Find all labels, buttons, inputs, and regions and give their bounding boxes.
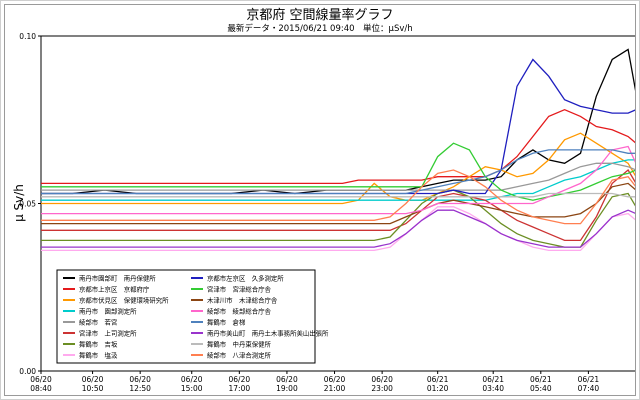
legend-label: 綾部市 綾部総合庁舎 [207,306,272,315]
legend-label: 綾部市 八津合測定所 [207,350,272,359]
x-tick-time: 03:40 [482,384,504,393]
x-tick-time: 17:00 [229,384,251,393]
legend-label: 南丹市 園部測定所 [79,306,137,315]
series-line-13 [41,149,636,195]
y-tick-label: 0.00 [19,367,36,376]
series-line-4 [41,159,636,201]
chart-title: 京都府 空間線量率グラフ [246,7,393,23]
legend-box [56,269,316,364]
x-tick-date: 06/20 [181,375,203,384]
x-tick-time: 05:40 [530,384,552,393]
x-tick-date: 06/20 [30,375,52,384]
legend-label: 舞鶴市 中丹東保健所 [207,339,272,348]
series-line-2 [41,108,637,185]
legend-label: 宮津市 宮津総合庁舎 [207,284,272,293]
legend-label: 京都市上京区 京都府庁 [79,284,150,293]
series-line-16 [41,169,637,225]
x-tick-time: 10:50 [82,384,104,393]
x-tick-date: 06/20 [371,375,393,384]
axis-layer: 0.000.050.1006/2008:4006/2010:5006/2012:… [19,32,599,393]
y-tick-label: 0.05 [19,200,36,209]
legend-label: 宮津市 上司測定所 [79,328,137,337]
x-tick-date: 06/21 [427,375,449,384]
legend-label: 南丹市園部町 南丹保健所 [79,273,156,282]
series-line-6 [41,169,637,242]
x-tick-date: 06/20 [229,375,251,384]
chart-subtitle: 最新データ・2015/06/21 09:40 単位：μSv/h [227,23,412,34]
legend-label: 舞鶴市 吉坂 [79,339,118,348]
series-line-12 [41,145,637,215]
y-tick-label: 0.10 [19,32,36,41]
series-layer [41,48,637,252]
x-tick-time: 07:40 [578,384,600,393]
x-tick-time: 19:00 [276,384,298,393]
legend-label: 舞鶴市 塩汲 [79,350,118,359]
x-tick-date: 06/21 [530,375,552,384]
x-tick-time: 12:50 [129,384,151,393]
x-tick-time: 23:00 [371,384,393,393]
series-line-14 [41,209,637,248]
x-tick-date: 06/20 [129,375,151,384]
x-tick-time: 21:00 [324,384,346,393]
x-tick-date: 06/20 [276,375,298,384]
x-tick-time: 08:40 [30,384,52,393]
legend-label: 舞鶴市 倉梯 [207,317,246,326]
x-tick-time: 15:00 [181,384,203,393]
x-tick-time: 01:20 [427,384,449,393]
series-line-5 [41,162,637,191]
chart-panel: 京都府 空間線量率グラフ 最新データ・2015/06/21 09:40 単位：μ… [4,4,637,396]
y-axis-label: μ Sv/h [12,184,26,222]
x-tick-date: 06/20 [324,375,346,384]
radiation-dose-chart: 京都府 空間線量率グラフ 最新データ・2015/06/21 09:40 単位：μ… [12,7,637,393]
series-line-11 [41,182,637,225]
x-tick-date: 06/20 [82,375,104,384]
legend-label: 京都市左京区 久多測定所 [207,273,284,282]
legend-label: 京都市伏見区 保健環境研究所 [79,295,169,304]
x-tick-date: 06/21 [578,375,600,384]
x-tick-date: 06/21 [482,375,504,384]
series-line-15 [41,192,636,198]
legend-label: 木津川市 木津総合庁舎 [207,295,278,304]
legend-label: 綾部市 若宮 [79,317,117,326]
legend-label: 南丹市美山町 南丹土木事務所美山出張所 [207,328,329,337]
